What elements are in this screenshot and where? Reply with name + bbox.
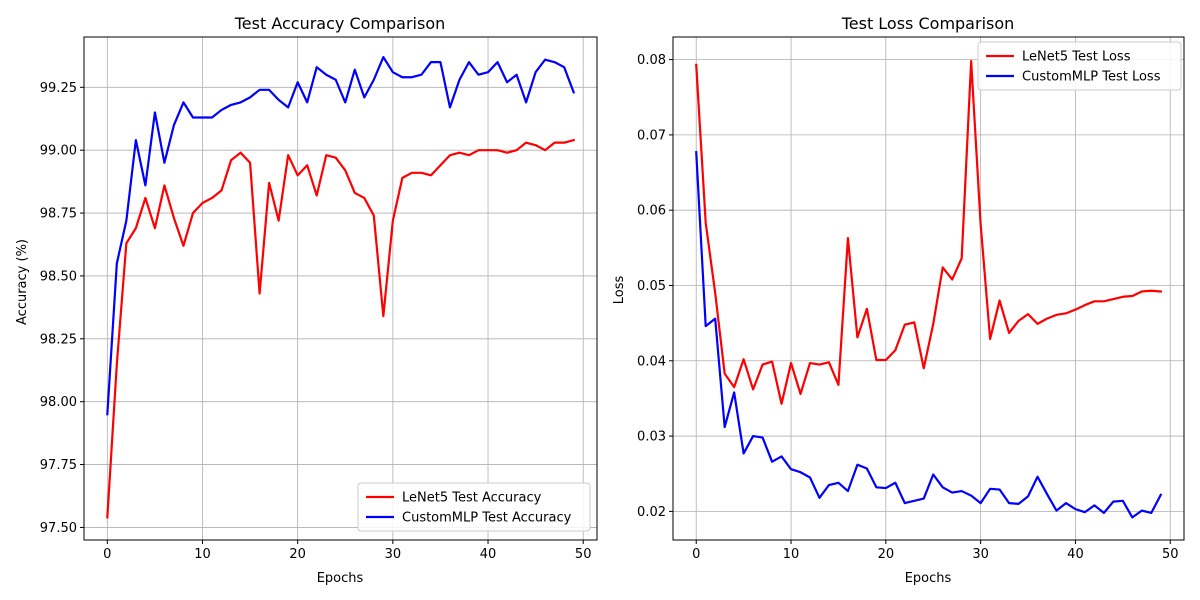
loss-x-tick-label: 20 [878, 547, 895, 562]
lenet5-test-loss-line [695, 59, 1162, 405]
accuracy-y-tick-label: 98.75 [40, 207, 77, 222]
loss-y-tick-label: 0.03 [637, 430, 666, 445]
accuracy-y-tick-label: 98.25 [40, 332, 77, 347]
accuracy-chart: Test Accuracy Comparison Epochs Accuracy… [15, 14, 445, 586]
lenet5-test-accuracy-line [106, 138, 576, 519]
accuracy-y-tick-label: 98.50 [40, 269, 77, 284]
custommlp-test-loss-line [695, 151, 1163, 519]
accuracy-y-tick-label: 98.00 [40, 395, 77, 410]
loss-x-tick-label: 10 [783, 547, 800, 562]
accuracy-x-axis-label: Epochs [317, 571, 364, 586]
accuracy-y-axis-label: Accuracy (%) [15, 239, 30, 325]
accuracy-x-tick-label: 40 [480, 547, 497, 562]
accuracy-legend-box [357, 482, 591, 532]
loss-legend-box [977, 41, 1182, 91]
loss-legend: LeNet5 Test Loss CustomMLP Test Loss [977, 41, 1182, 91]
loss-y-axis-label: Loss [612, 276, 627, 305]
accuracy-legend: LeNet5 Test Accuracy CustomMLP Test Accur… [357, 482, 591, 532]
accuracy-y-tick-label: 99.00 [40, 144, 77, 159]
lenet5-test-loss-legend-label: LeNet5 Test Loss [1022, 50, 1131, 65]
accuracy-x-tick-label: 50 [575, 547, 592, 562]
loss-chart-title: Test Loss Comparison [841, 14, 1015, 33]
accuracy-y-tick-label: 97.75 [40, 458, 77, 473]
custommlp-test-accuracy-legend-label: CustomMLP Test Accuracy [402, 511, 572, 526]
loss-y-tick-label: 0.08 [637, 53, 666, 68]
loss-x-tick-label: 0 [692, 547, 700, 562]
accuracy-x-tick-label: 0 [103, 547, 111, 562]
accuracy-x-tick-label: 20 [289, 547, 306, 562]
loss-y-tick-label: 0.05 [637, 279, 666, 294]
lenet5-test-accuracy-legend-label: LeNet5 Test Accuracy [402, 491, 542, 506]
accuracy-y-tick-label: 97.50 [40, 521, 77, 536]
accuracy-y-tick-label: 99.25 [40, 81, 77, 96]
custommlp-test-loss-legend-label: CustomMLP Test Loss [1022, 70, 1161, 85]
accuracy-plot-area: 0 10 20 30 40 50 97.50 97.75 98.00 98.25 98.50 98.7… [40, 36, 598, 562]
loss-y-tick-label: 0.07 [637, 128, 666, 143]
accuracy-axes-frame [83, 36, 598, 541]
custommlp-test-accuracy-line [106, 56, 576, 416]
loss-axes-frame [672, 36, 1185, 541]
loss-x-tick-label: 50 [1162, 547, 1179, 562]
loss-x-tick-label: 40 [1067, 547, 1084, 562]
loss-y-tick-label: 0.04 [637, 354, 666, 369]
loss-y-tick-label: 0.06 [637, 204, 666, 219]
accuracy-chart-title: Test Accuracy Comparison [234, 14, 446, 33]
loss-chart: Test Loss Comparison Epochs Loss [612, 14, 1014, 586]
loss-y-tick-label: 0.02 [637, 505, 666, 520]
loss-x-axis-label: Epochs [905, 571, 952, 586]
loss-x-tick-label: 30 [972, 547, 989, 562]
accuracy-x-tick-label: 10 [194, 547, 211, 562]
accuracy-x-tick-label: 30 [385, 547, 402, 562]
